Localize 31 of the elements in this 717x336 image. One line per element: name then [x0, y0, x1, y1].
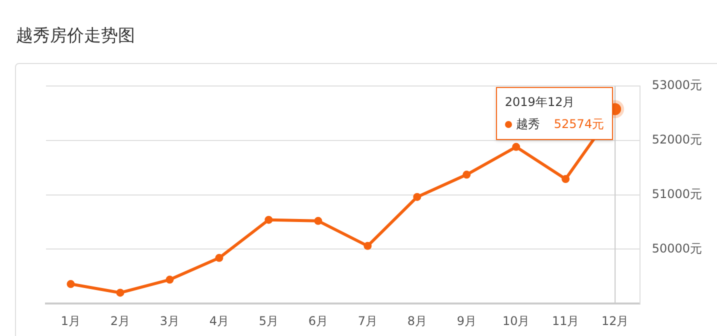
x-tick-label: 7月	[358, 314, 378, 328]
point	[364, 242, 372, 250]
point	[314, 216, 322, 225]
point	[66, 280, 75, 288]
point	[413, 192, 422, 201]
y-tick-label: 53000元	[652, 78, 702, 92]
x-tick-label: 9月	[456, 314, 476, 328]
x-tick-label: 10月	[502, 314, 530, 328]
x-tick-label: 5月	[258, 314, 279, 328]
legend-label: 越秀	[516, 116, 540, 134]
x-tick-label: 6月	[308, 314, 328, 328]
x-tick-label: 2月	[110, 314, 130, 328]
y-tick-label: 50000元	[652, 241, 702, 256]
x-tick-label: 12月	[601, 314, 629, 328]
x-tick-label: 3月	[160, 314, 180, 328]
x-tick-label: 8月	[407, 314, 427, 328]
x-tick-label: 11月	[552, 314, 580, 328]
point	[264, 216, 273, 224]
y-tick-label: 52000元	[652, 132, 702, 147]
annotation: 2019年12月	[504, 94, 576, 112]
y-tick-label: 51000元	[652, 186, 702, 201]
x-tick-label: 1月	[60, 314, 81, 328]
point	[512, 142, 520, 151]
data-label: 52574元	[554, 116, 604, 134]
point	[166, 276, 174, 284]
point	[462, 170, 471, 179]
point	[215, 254, 224, 262]
point	[562, 175, 570, 184]
point	[116, 288, 124, 297]
x-tick-label: 4月	[209, 314, 230, 328]
chart-title: 越秀房价走势图	[16, 25, 135, 47]
